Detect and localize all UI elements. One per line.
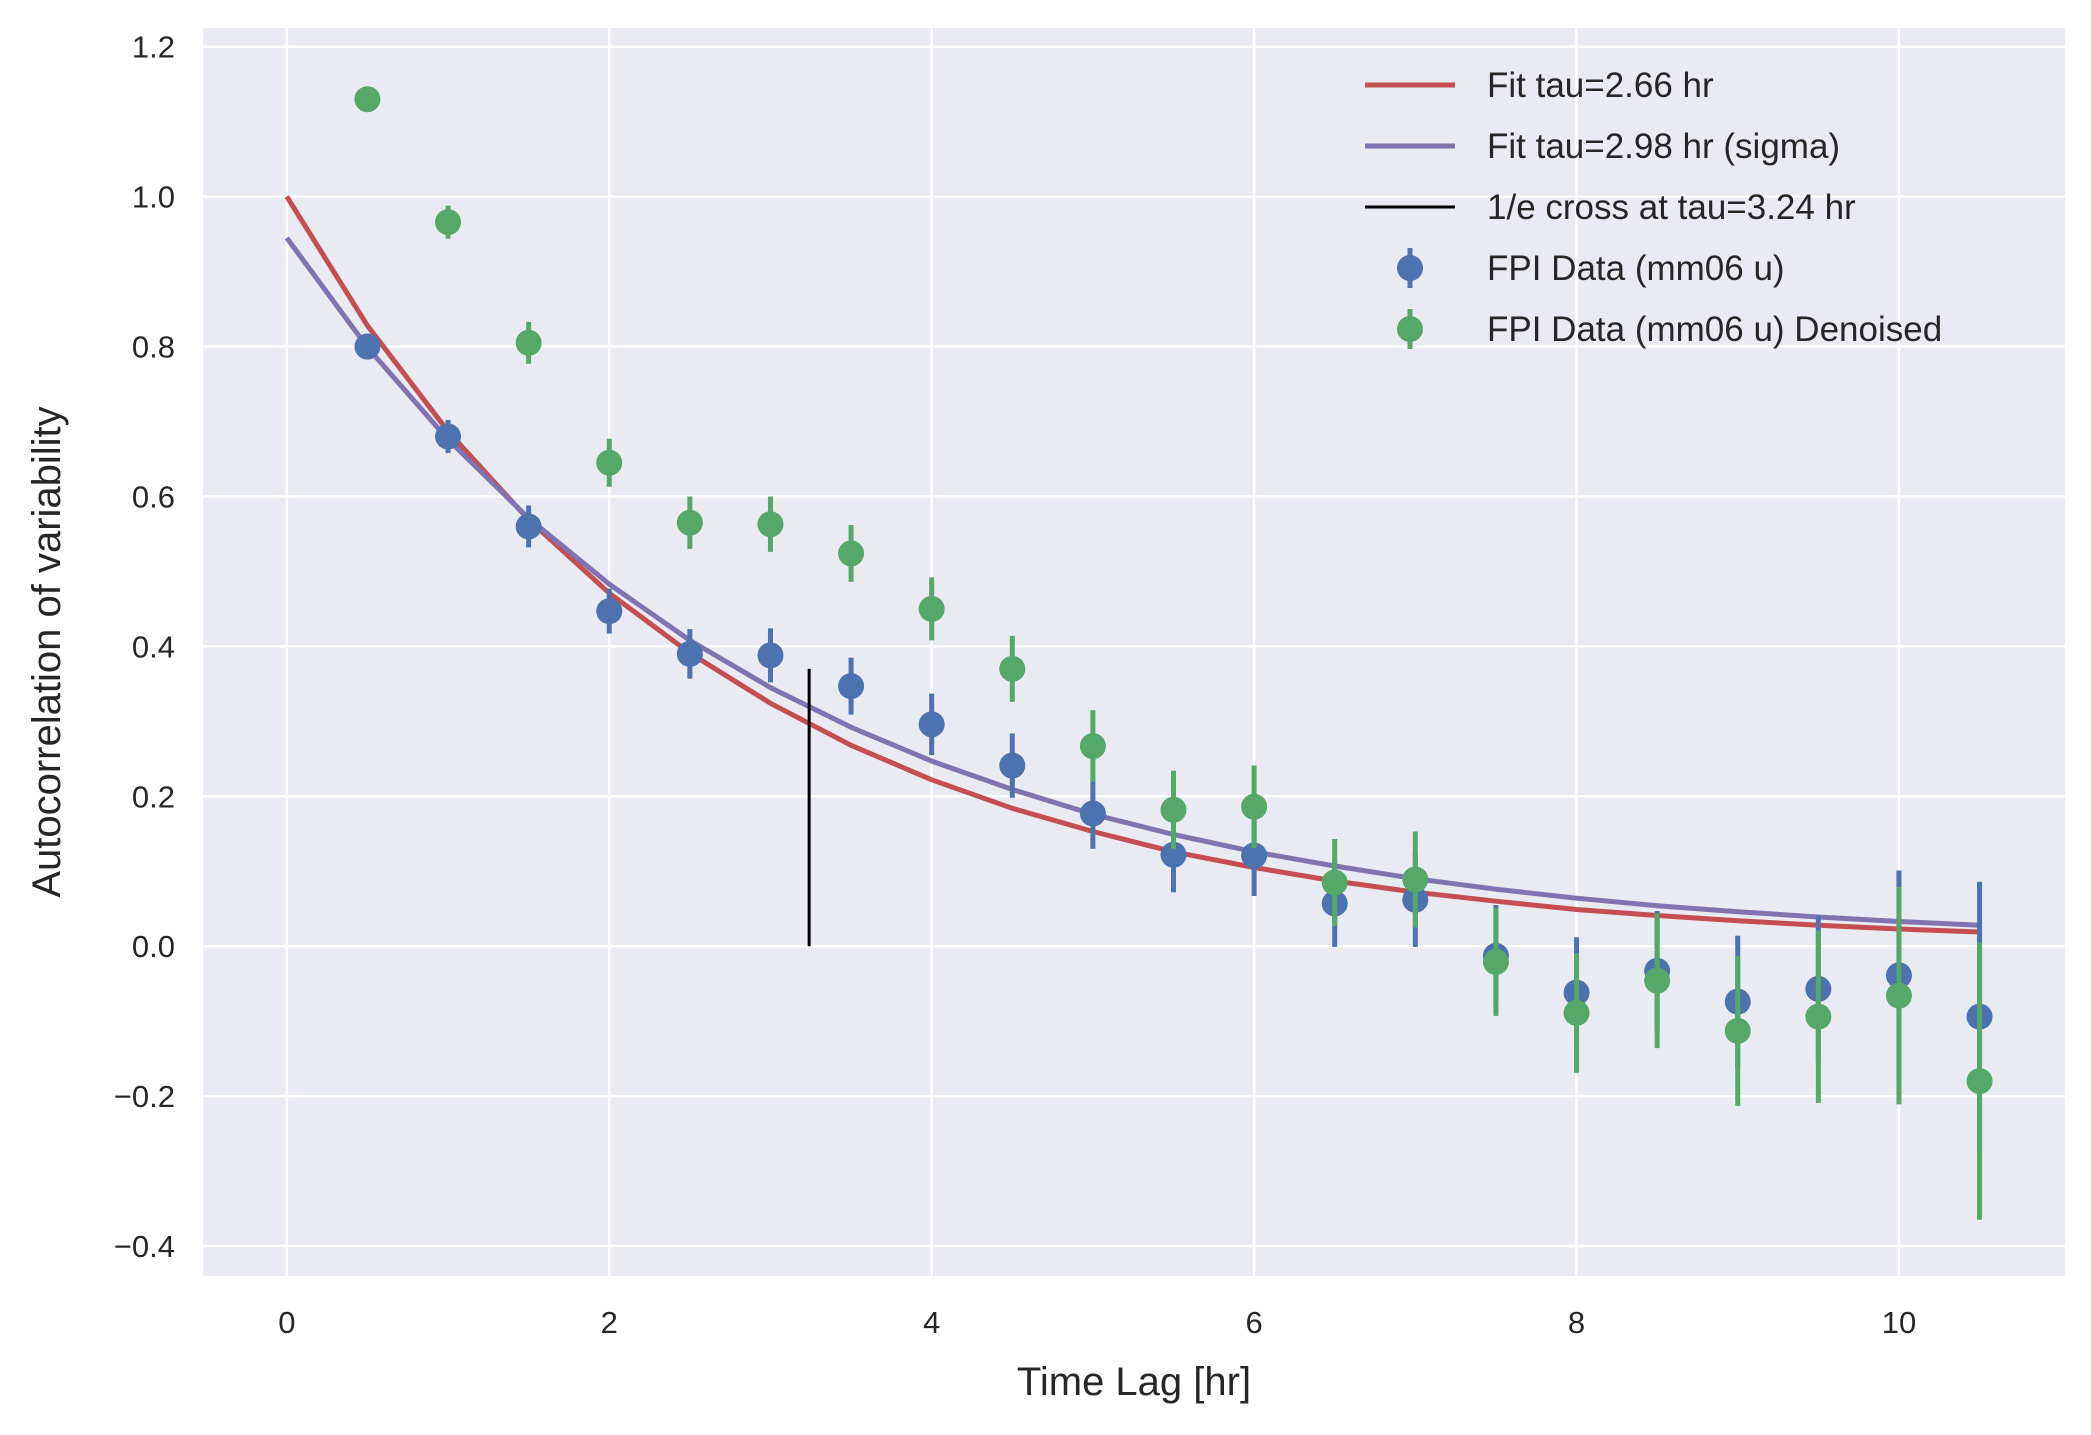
data-point-1 (676, 509, 703, 536)
data-point-0 (1160, 841, 1187, 868)
legend-label: FPI Data (mm06 u) (1487, 249, 1785, 288)
data-point-0 (999, 752, 1026, 779)
x-tick-label: 0 (278, 1305, 295, 1340)
data-point-1 (757, 511, 784, 538)
data-point-1 (1644, 967, 1671, 994)
data-point-0 (596, 598, 623, 625)
data-point-0 (435, 423, 462, 450)
data-point-0 (515, 513, 542, 540)
data-point-1 (999, 655, 1026, 682)
plot-area (203, 28, 2065, 1276)
data-point-1 (1079, 733, 1106, 760)
data-point-0 (676, 640, 703, 667)
y-tick-label: 0.4 (132, 629, 175, 664)
x-tick-label: 8 (1568, 1305, 1585, 1340)
y-tick-label: 0.0 (132, 929, 175, 964)
legend-label: FPI Data (mm06 u) Denoised (1487, 310, 1942, 349)
y-tick-label: 1.2 (132, 30, 175, 65)
data-point-1 (354, 86, 381, 113)
data-point-1 (838, 540, 865, 567)
x-tick-label: 4 (923, 1305, 940, 1340)
data-point-0 (354, 333, 381, 360)
data-point-1 (515, 329, 542, 356)
grid (203, 28, 2065, 1276)
data-point-1 (1563, 999, 1590, 1026)
legend-label: Fit tau=2.66 hr (1487, 66, 1714, 105)
series-line-fit-tau-2-98-hr-sigma (284, 236, 1980, 928)
data-point-1 (1885, 982, 1912, 1009)
legend-label: 1/e cross at tau=3.24 hr (1487, 188, 1856, 227)
y-axis-label: Autocorrelation of variability (25, 406, 69, 897)
y-tick-label: 1.0 (132, 180, 175, 215)
y-tick-label: −0.2 (114, 1079, 175, 1114)
x-tick-label: 10 (1882, 1305, 1916, 1340)
data-point-1 (1724, 1017, 1751, 1044)
y-tick-labels: −0.4 −0.2 0.0 0.2 0.4 0.6 0.8 1.0 1.2 (114, 30, 175, 1264)
data-point-0 (757, 642, 784, 669)
data-point-1 (1241, 793, 1268, 820)
y-tick-label: 0.2 (132, 779, 175, 814)
data-point-1 (1160, 796, 1187, 823)
legend-swatch-marker (1397, 255, 1423, 281)
data-point-0 (1241, 842, 1268, 869)
series-line-fit-tau-2-66-hr (284, 195, 1980, 935)
y-tick-label: 0.8 (132, 330, 175, 365)
fit-lines (284, 195, 1980, 947)
y-tick-label: −0.4 (114, 1229, 175, 1264)
data-point-1 (918, 595, 945, 622)
legend: Fit tau=2.66 hr Fit tau=2.98 hr (sigma) 1/… (1365, 66, 1942, 349)
data-point-1 (1482, 948, 1509, 975)
data-point-1 (1402, 866, 1429, 893)
data-point-0 (1079, 800, 1106, 827)
data-errorbars (354, 86, 1993, 1220)
data-point-0 (838, 673, 865, 700)
data-point-1 (1805, 1003, 1832, 1030)
x-tick-labels: 0 2 4 6 8 10 (278, 1305, 1916, 1340)
data-point-1 (596, 449, 623, 476)
data-point-1 (1321, 869, 1348, 896)
legend-label: Fit tau=2.98 hr (sigma) (1487, 127, 1840, 166)
y-tick-label: 0.6 (132, 479, 175, 514)
x-tick-label: 6 (1245, 1305, 1262, 1340)
legend-swatch-marker (1397, 316, 1423, 342)
data-point-0 (918, 711, 945, 738)
data-point-1 (435, 209, 462, 236)
x-tick-label: 2 (601, 1305, 618, 1340)
data-point-1 (1966, 1068, 1993, 1095)
x-axis-label: Time Lag [hr] (1017, 1360, 1251, 1404)
